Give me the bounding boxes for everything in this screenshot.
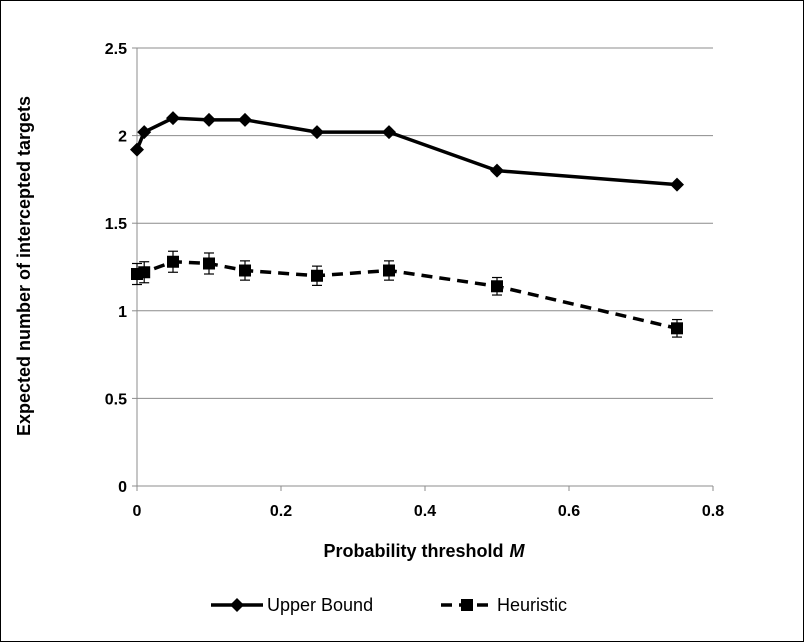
y-tick-label-4: 2: [118, 129, 127, 146]
x-axis-title-text: Probability threshold: [323, 541, 503, 561]
data-point-1-4: [239, 264, 251, 277]
x-axis-title: Probability threshold M: [323, 541, 525, 561]
data-point-1-8: [671, 322, 683, 335]
legend-marker-0: [230, 598, 244, 612]
data-point-0-0: [130, 142, 144, 157]
legend-label-0: Upper Bound: [267, 595, 373, 615]
data-point-1-3: [203, 257, 215, 270]
legend: Upper Bound Heuristic: [211, 595, 567, 615]
series-line-0: [135, 116, 678, 187]
data-point-1-7: [491, 280, 503, 293]
data-point-1-2: [167, 255, 179, 268]
legend-entry-1: Heuristic: [441, 595, 567, 615]
data-point-0-3: [202, 112, 216, 127]
legend-label-1: Heuristic: [497, 595, 567, 615]
x-tick-label-3: 0.6: [558, 503, 580, 520]
series-line-1: [136, 259, 678, 331]
legend-marker-1: [461, 599, 473, 611]
data-point-1-5: [311, 269, 323, 282]
x-tick-labels: 0 0.2 0.4 0.6 0.8: [133, 503, 725, 520]
series-heuristic: [131, 250, 683, 338]
x-axis-title-variable: M: [510, 541, 526, 561]
data-point-0-1: [137, 125, 152, 140]
data-point-1-1: [138, 266, 151, 279]
gridlines: [137, 47, 713, 399]
y-tick-label-5: 2.5: [105, 41, 127, 58]
y-axis-title: Expected number of intercepted targets: [14, 96, 34, 436]
data-point-0-2: [166, 111, 180, 126]
y-tick-label-3: 1.5: [105, 216, 127, 233]
data-point-0-4: [238, 112, 252, 127]
x-tick-label-2: 0.4: [414, 503, 436, 520]
data-point-0-6: [382, 125, 396, 140]
y-tick-label-1: 0.5: [105, 391, 127, 408]
series-upper-bound: [130, 111, 684, 192]
axes: [132, 47, 714, 491]
x-tick-label-1: 0.2: [270, 503, 292, 520]
data-point-0-8: [670, 177, 684, 192]
legend-entry-0: Upper Bound: [211, 595, 373, 615]
x-tick-label-4: 0.8: [702, 503, 724, 520]
x-tick-label-0: 0: [133, 503, 142, 520]
data-point-0-7: [490, 163, 504, 178]
y-tick-label-2: 1: [118, 304, 127, 321]
series-layer: [130, 111, 684, 338]
y-tick-label-0: 0: [118, 479, 127, 496]
data-point-0-5: [310, 125, 324, 140]
data-point-1-6: [383, 264, 395, 277]
y-tick-labels: 0 0.5 1 1.5 2 2.5: [105, 41, 127, 496]
